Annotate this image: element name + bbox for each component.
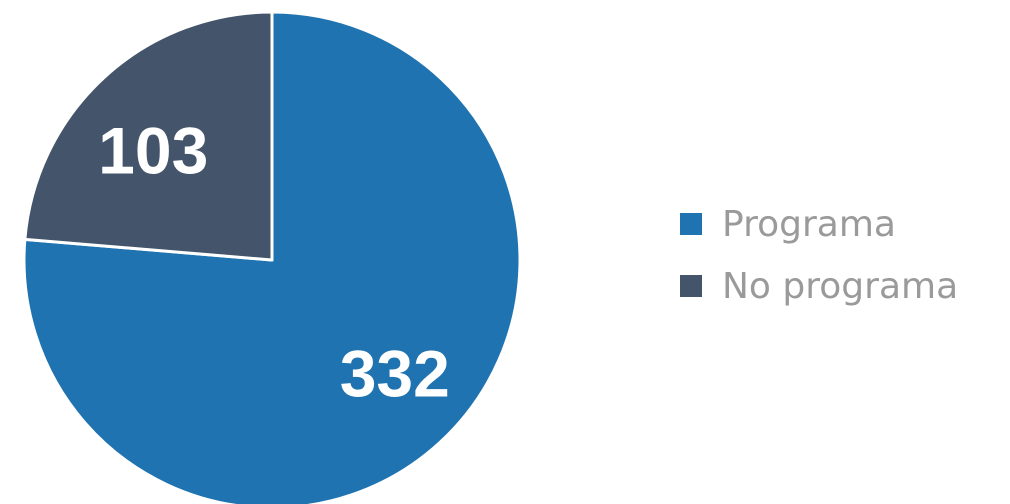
chart-legend: Programa No programa [680,200,958,310]
legend-label-programa: Programa [722,203,896,245]
data-label-programa: 332 [340,336,450,410]
legend-swatch-programa [680,213,702,235]
legend-label-no-programa: No programa [722,265,959,307]
legend-swatch-no-programa [680,275,702,297]
data-label-no-programa: 103 [98,114,208,188]
legend-item-programa: Programa [680,200,958,248]
pie-slice-no-programa [23,10,274,262]
legend-item-no-programa: No programa [680,262,958,310]
